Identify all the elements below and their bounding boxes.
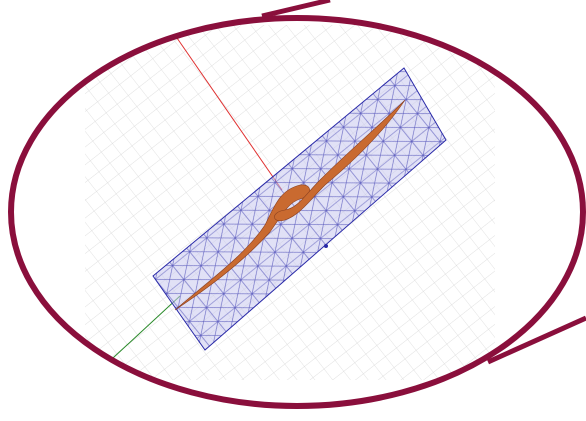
viewport: z (85, 25, 495, 380)
callout-tail-right (488, 318, 586, 362)
figure: z (0, 0, 586, 421)
origin-marker (324, 244, 328, 248)
callout-tail-top (262, 0, 330, 16)
